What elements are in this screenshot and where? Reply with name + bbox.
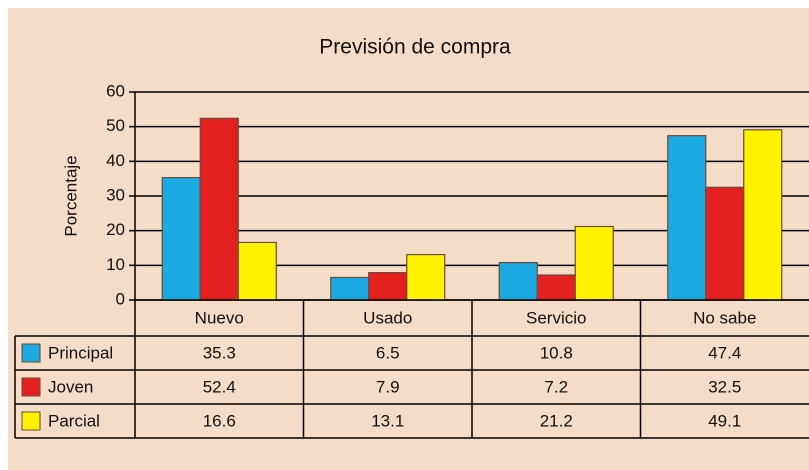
table-cell: 10.8 [540,343,573,362]
legend-swatch [21,411,41,431]
legend-label: Parcial [48,411,100,430]
y-tick-label: 10 [106,255,125,274]
y-axis-label: Porcentaje [61,155,80,236]
chart-title: Previsión de compra [319,36,511,59]
x-tick-label: Usado [363,308,412,327]
table-cell: 7.9 [376,377,400,396]
bar [743,129,783,301]
bar [705,186,745,301]
bar [368,272,408,301]
legend-swatch [21,377,41,397]
table-cell: 32.5 [708,377,741,396]
table-cell: 6.5 [376,343,400,362]
y-tick-label: 60 [106,81,125,100]
bar [330,276,370,301]
table-cell: 49.1 [708,411,741,430]
y-tick-label: 40 [106,151,125,170]
table-cell: 16.6 [203,411,236,430]
table-cell: 35.3 [203,343,236,362]
table-cell: 7.2 [544,377,568,396]
y-tick-label: 30 [106,185,125,204]
table-cell: 52.4 [203,377,236,396]
y-tick-label: 0 [116,289,125,308]
bar [237,241,277,301]
bar [667,135,707,301]
legend-swatch [21,343,41,363]
legend-label: Principal [48,343,113,362]
table-cell: 13.1 [371,411,404,430]
y-tick-label: 50 [106,116,125,135]
table-cell: 47.4 [708,343,741,362]
x-tick-label: Servicio [526,308,586,327]
table-cell: 21.2 [540,411,573,430]
y-tick-label: 20 [106,220,125,239]
x-tick-label: Nuevo [195,308,244,327]
x-tick-label: No sabe [693,308,756,327]
legend-label: Joven [48,377,93,396]
bar [406,253,446,301]
bar [536,274,576,301]
bar [161,177,201,301]
bar [498,261,538,301]
bar [574,225,614,301]
bar [199,117,239,301]
